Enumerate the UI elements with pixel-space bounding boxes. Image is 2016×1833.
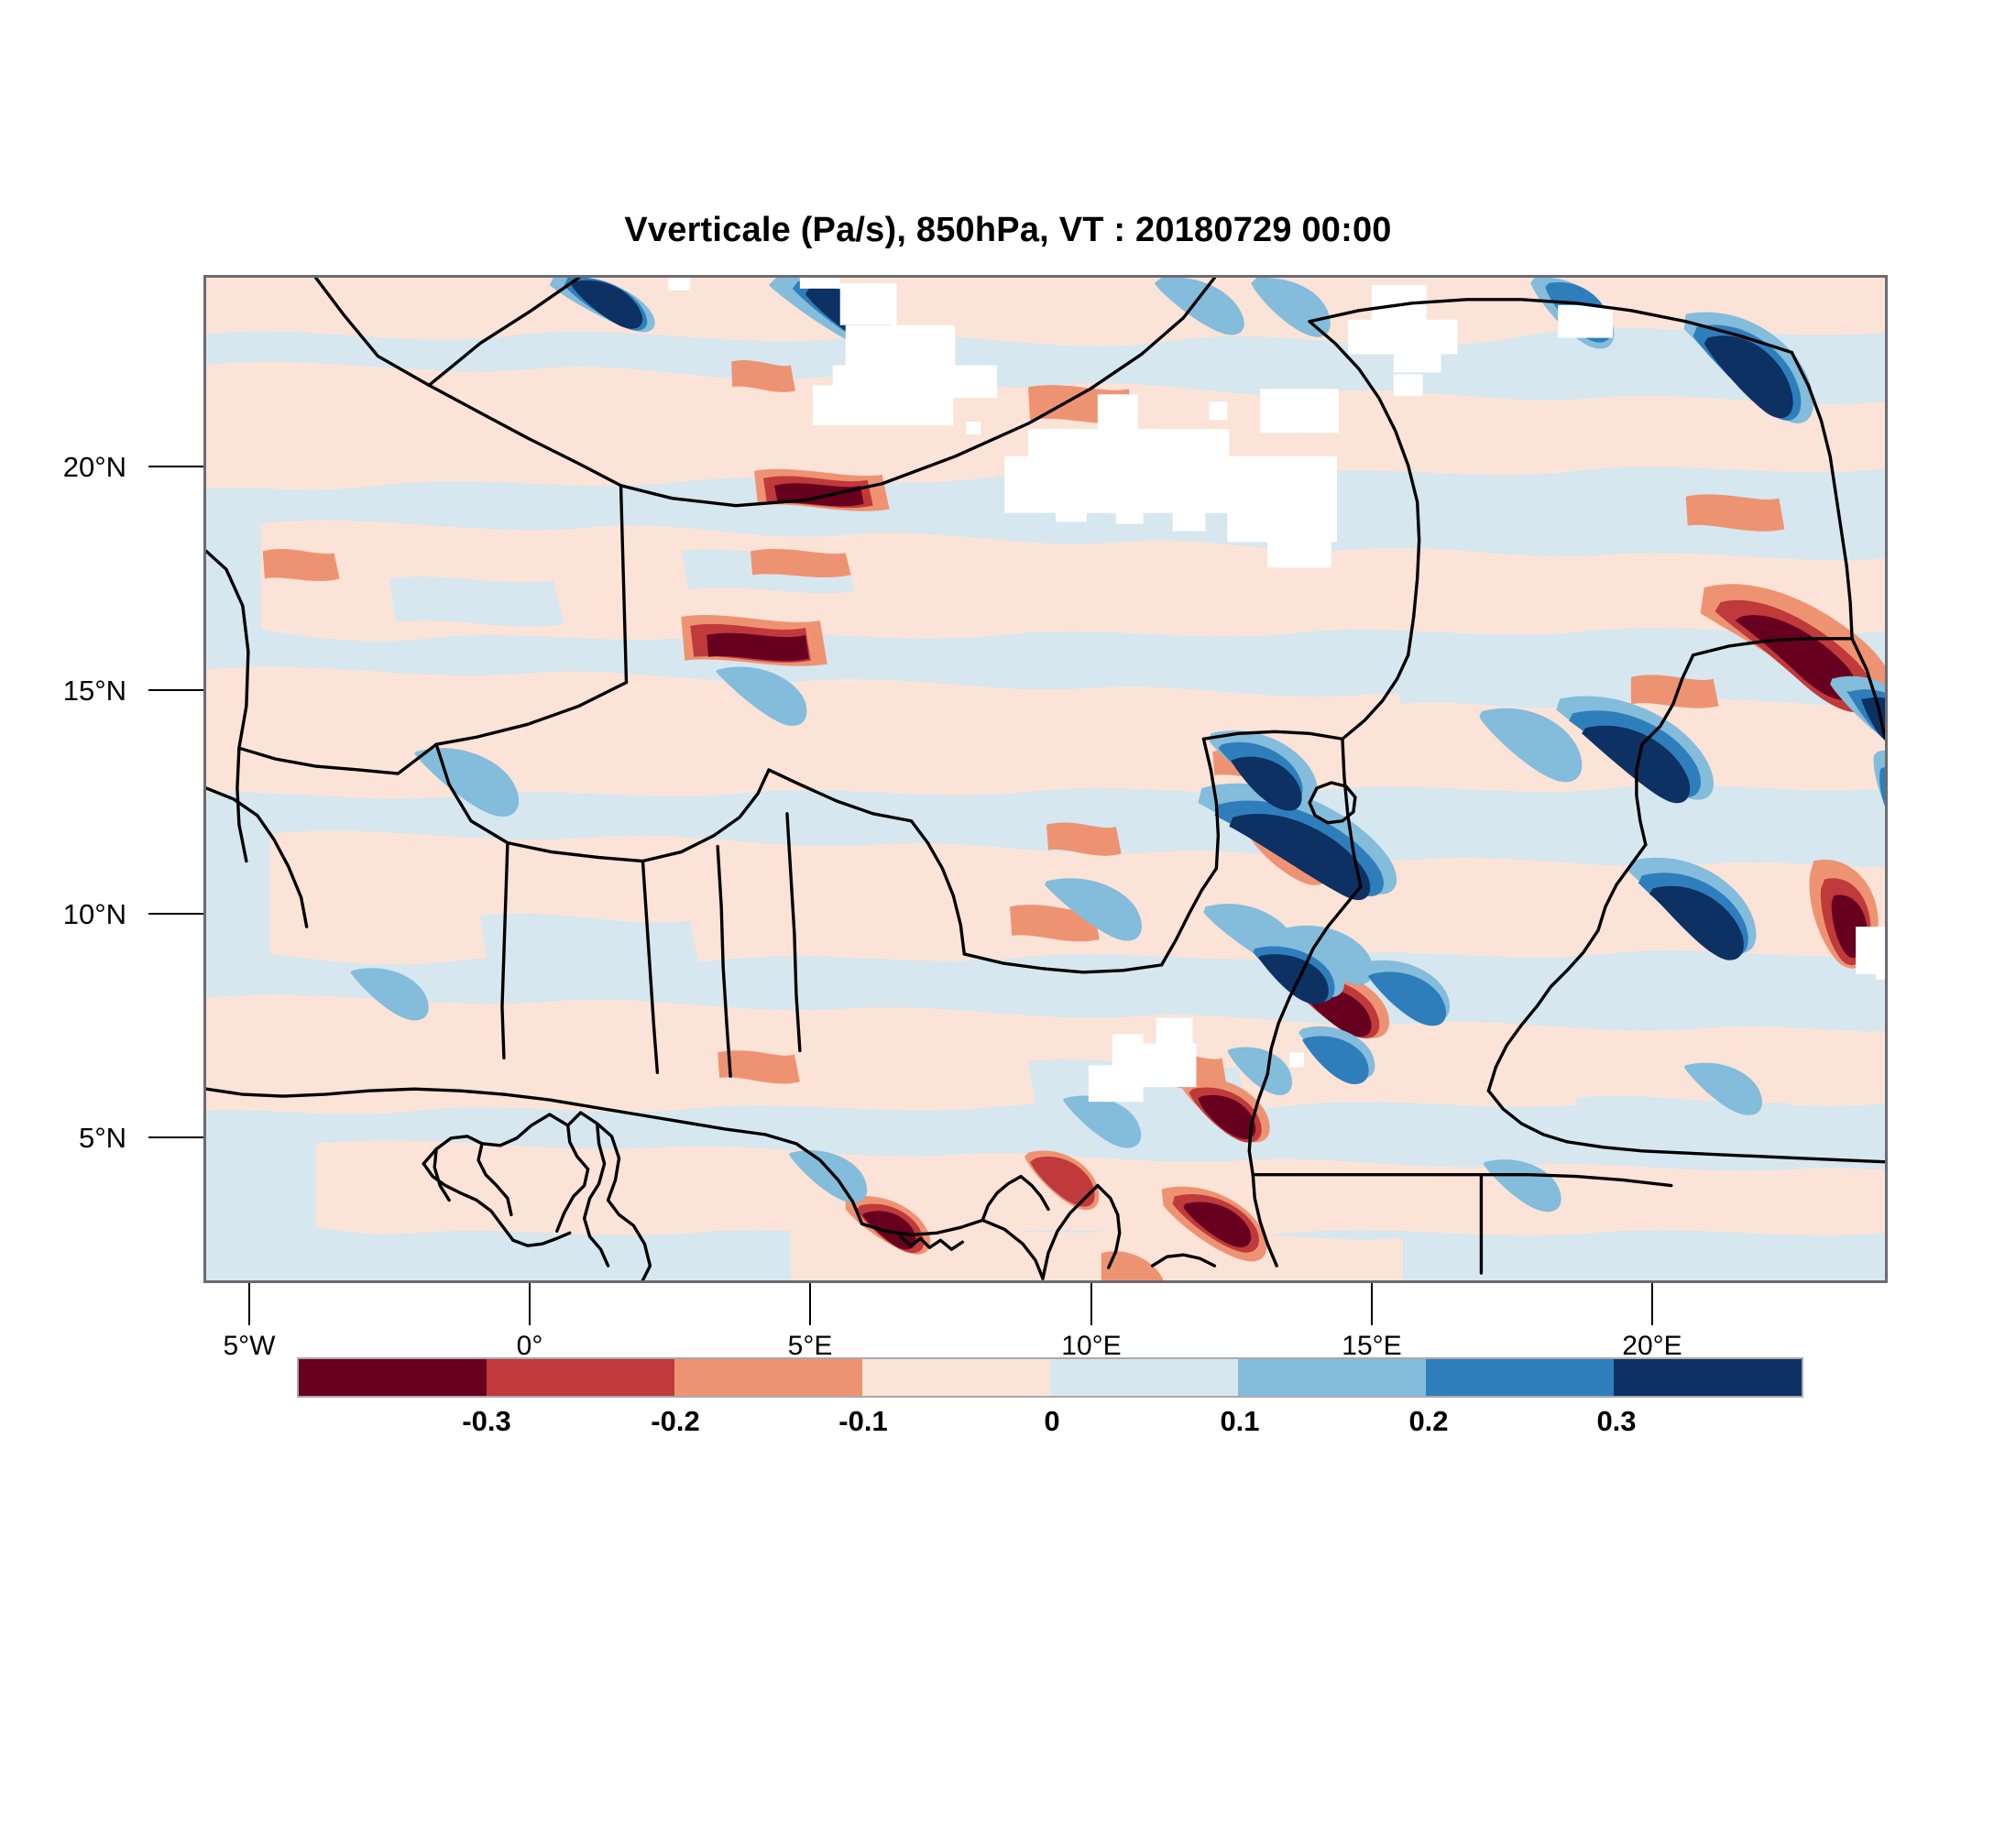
colorbar-swatch-1 bbox=[487, 1359, 674, 1396]
xtick-mark-15e bbox=[1371, 1283, 1373, 1325]
colorbar[interactable] bbox=[297, 1357, 1803, 1398]
colorbar-label-02: 0.2 bbox=[1408, 1405, 1449, 1437]
page-title: Vverticale (Pa/s), 850hPa, VT : 20180729… bbox=[624, 211, 1392, 249]
colorbar-label-01: 0.1 bbox=[1220, 1405, 1260, 1437]
colorbar-swatch-6 bbox=[1426, 1359, 1614, 1396]
ytick-label-20n: 20°N bbox=[62, 451, 126, 483]
xtick-mark-5w bbox=[248, 1283, 250, 1325]
colorbar-label-03: 0.3 bbox=[1596, 1405, 1637, 1437]
ytick-mark-20n bbox=[148, 466, 203, 467]
xtick-mark-0 bbox=[529, 1283, 531, 1325]
colorbar-swatch-3 bbox=[862, 1359, 1050, 1396]
ytick-mark-5n bbox=[148, 1136, 203, 1138]
ytick-label-5n: 5°N bbox=[78, 1122, 126, 1154]
xtick-label-5e: 5°E bbox=[787, 1331, 833, 1361]
colorbar-swatch-0 bbox=[299, 1359, 487, 1396]
xtick-mark-10e bbox=[1090, 1283, 1092, 1325]
xtick-label-5w: 5°W bbox=[223, 1331, 276, 1361]
xtick-mark-20e bbox=[1651, 1283, 1653, 1325]
xtick-label-0: 0° bbox=[516, 1331, 543, 1361]
colorbar-label-m03: -0.3 bbox=[462, 1405, 511, 1437]
xtick-label-15e: 15°E bbox=[1342, 1331, 1402, 1361]
colorbar-swatch-2 bbox=[674, 1359, 862, 1396]
colorbar-swatch-4 bbox=[1050, 1359, 1238, 1396]
ytick-mark-15n bbox=[148, 689, 203, 691]
ytick-label-15n: 15°N bbox=[62, 675, 126, 707]
xtick-label-10e: 10°E bbox=[1061, 1331, 1122, 1361]
ytick-label-10n: 10°N bbox=[62, 898, 126, 930]
xtick-mark-5e bbox=[809, 1283, 811, 1325]
ytick-mark-10n bbox=[148, 913, 203, 915]
xtick-label-20e: 20°E bbox=[1622, 1331, 1682, 1361]
colorbar-label-m01: -0.1 bbox=[838, 1405, 888, 1437]
coastline-border-layer bbox=[206, 278, 1885, 1280]
contour-fill-layer bbox=[206, 278, 1885, 1280]
colorbar-swatch-7 bbox=[1614, 1359, 1802, 1396]
colorbar-label-0: 0 bbox=[1044, 1405, 1060, 1437]
map-plot-area[interactable] bbox=[203, 275, 1888, 1283]
colorbar-label-m02: -0.2 bbox=[651, 1405, 700, 1437]
colorbar-swatch-5 bbox=[1238, 1359, 1426, 1396]
map-contour-svg bbox=[206, 278, 1885, 1280]
